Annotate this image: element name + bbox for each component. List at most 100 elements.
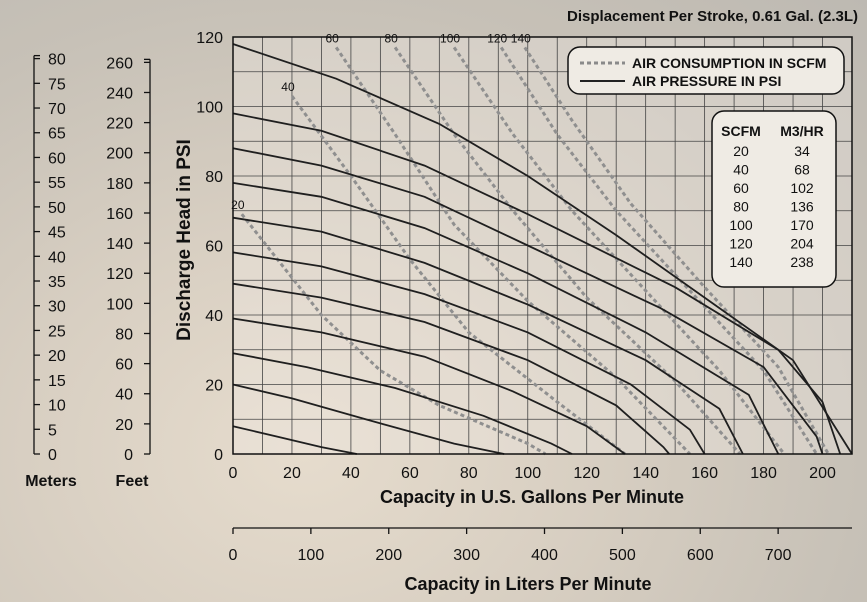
x-tick-label: 200 xyxy=(809,465,836,482)
feet-tick-label: 240 xyxy=(106,85,133,102)
air-consumption-label: 100 xyxy=(440,31,460,45)
air-consumption-label: 20 xyxy=(231,198,245,212)
feet-tick-label: 80 xyxy=(115,326,133,343)
table-cell-scfm: 40 xyxy=(733,162,749,178)
chart-title: Displacement Per Stroke, 0.61 Gal. (2.3L… xyxy=(567,8,858,25)
legend-label-air: AIR CONSUMPTION IN SCFM xyxy=(632,55,826,71)
y-axis-ticks: 0 20 40 60 80 100 120 xyxy=(196,30,223,464)
feet-tick-label: 100 xyxy=(106,296,133,313)
x-tick-label: 80 xyxy=(460,465,478,482)
liters-tick-label: 700 xyxy=(765,547,792,564)
x-tick-label: 40 xyxy=(342,465,360,482)
y-tick-label: 100 xyxy=(196,100,223,117)
air-pressure-line xyxy=(232,147,824,455)
table-cell-scfm: 120 xyxy=(729,236,753,252)
conversion-table-box xyxy=(711,110,837,288)
air-pressure-curves xyxy=(232,43,853,455)
table-cell-scfm: 60 xyxy=(733,180,749,196)
liters-tick-label: 500 xyxy=(609,547,636,564)
air-pressure-line xyxy=(232,352,573,455)
air-consumption-line-40 xyxy=(290,95,626,456)
liters-tick-label: 200 xyxy=(375,547,402,564)
meters-tick-label: 40 xyxy=(48,249,66,266)
feet-tick-label: 160 xyxy=(106,206,133,223)
meters-tick-label: 80 xyxy=(48,52,66,69)
feet-label: Feet xyxy=(116,473,150,490)
air-consumption-label: 120 xyxy=(487,31,507,45)
meters-tick-label: 45 xyxy=(48,225,66,242)
meters-tick-label: 5 xyxy=(48,422,57,439)
x-tick-label: 160 xyxy=(691,465,718,482)
meters-tick-label: 75 xyxy=(48,76,66,93)
air-consumption-label: 140 xyxy=(511,31,531,45)
feet-tick-label: 220 xyxy=(106,116,133,133)
x-tick-label: 20 xyxy=(283,465,301,482)
y-axis-label: Discharge Head in PSI xyxy=(174,139,195,341)
meters-tick-label: 10 xyxy=(48,398,66,415)
air-consumption-curves: 20 40 60 80 100 120 140 xyxy=(231,31,830,456)
table-header-scfm: SCFM xyxy=(721,123,761,139)
table-cell-m3hr: 34 xyxy=(794,143,810,159)
meters-tick-label: 60 xyxy=(48,150,66,167)
air-consumption-line-20 xyxy=(240,213,547,456)
feet-tick-label: 180 xyxy=(106,176,133,193)
legend-box xyxy=(567,46,845,95)
x-axis-ticks: 0 20 40 60 80 100 120 140 160 180 200 xyxy=(229,465,836,482)
x-tick-label: 0 xyxy=(229,465,238,482)
liters-tick-label: 300 xyxy=(453,547,480,564)
x-axis-label: Capacity in U.S. Gallons Per Minute xyxy=(380,487,684,507)
meters-tick-label: 55 xyxy=(48,175,66,192)
table-cell-scfm: 100 xyxy=(729,217,753,233)
table-cell-m3hr: 102 xyxy=(790,180,814,196)
liters-tick-label: 100 xyxy=(298,547,325,564)
table-cell-scfm: 20 xyxy=(733,143,749,159)
x-tick-label: 120 xyxy=(573,465,600,482)
x-tick-label: 100 xyxy=(514,465,541,482)
table-cell-m3hr: 238 xyxy=(790,254,814,270)
air-consumption-line-140 xyxy=(523,46,830,455)
liters-tick-label: 0 xyxy=(229,547,238,564)
meters-tick-label: 70 xyxy=(48,101,66,118)
plot-frame xyxy=(232,36,853,455)
meters-label: Meters xyxy=(25,473,77,490)
conversion-table-rows: 20 34 40 68 60 102 80 136 100 170 120 204 140 238 xyxy=(729,143,814,270)
feet-axis: 0 20 40 60 80 100 120 140 160 180 200 220 240 260 xyxy=(106,55,151,464)
y-tick-label: 60 xyxy=(205,239,223,256)
meters-tick-label: 25 xyxy=(48,323,66,340)
air-pressure-line xyxy=(232,282,670,455)
y-tick-label: 0 xyxy=(214,447,223,464)
meters-tick-label: 30 xyxy=(48,299,66,316)
air-pressure-line xyxy=(232,425,357,455)
feet-tick-label: 200 xyxy=(106,146,133,163)
feet-tick-label: 0 xyxy=(124,447,133,464)
air-pressure-line xyxy=(232,251,706,455)
x-tick-label: 140 xyxy=(632,465,659,482)
air-consumption-line-60 xyxy=(334,46,691,456)
air-pressure-line xyxy=(232,216,744,455)
x-tick-label: 180 xyxy=(750,465,777,482)
air-pressure-line xyxy=(232,112,842,455)
air-consumption-label: 60 xyxy=(325,31,339,45)
y-tick-label: 40 xyxy=(205,308,223,325)
x-tick-label: 60 xyxy=(401,465,419,482)
table-cell-scfm: 140 xyxy=(729,254,753,270)
feet-tick-label: 60 xyxy=(115,357,133,374)
meters-tick-label: 0 xyxy=(48,447,57,464)
x2-axis-label: Capacity in Liters Per Minute xyxy=(404,574,651,594)
liters-axis: 0 100 200 300 400 500 600 700 xyxy=(229,527,852,564)
air-pressure-line xyxy=(232,317,626,455)
legend-label-pressure: AIR PRESSURE IN PSI xyxy=(632,73,781,89)
y-tick-label: 80 xyxy=(205,169,223,186)
liters-tick-label: 600 xyxy=(687,547,714,564)
table-cell-m3hr: 204 xyxy=(790,236,814,252)
table-header-m3hr: M3/HR xyxy=(780,123,824,139)
air-consumption-label: 40 xyxy=(281,80,295,94)
feet-tick-label: 260 xyxy=(106,55,133,72)
meters-tick-label: 50 xyxy=(48,200,66,217)
air-consumption-label: 80 xyxy=(384,31,398,45)
meters-tick-label: 65 xyxy=(48,126,66,143)
y-tick-label: 20 xyxy=(205,378,223,395)
y-tick-label: 120 xyxy=(196,30,223,47)
